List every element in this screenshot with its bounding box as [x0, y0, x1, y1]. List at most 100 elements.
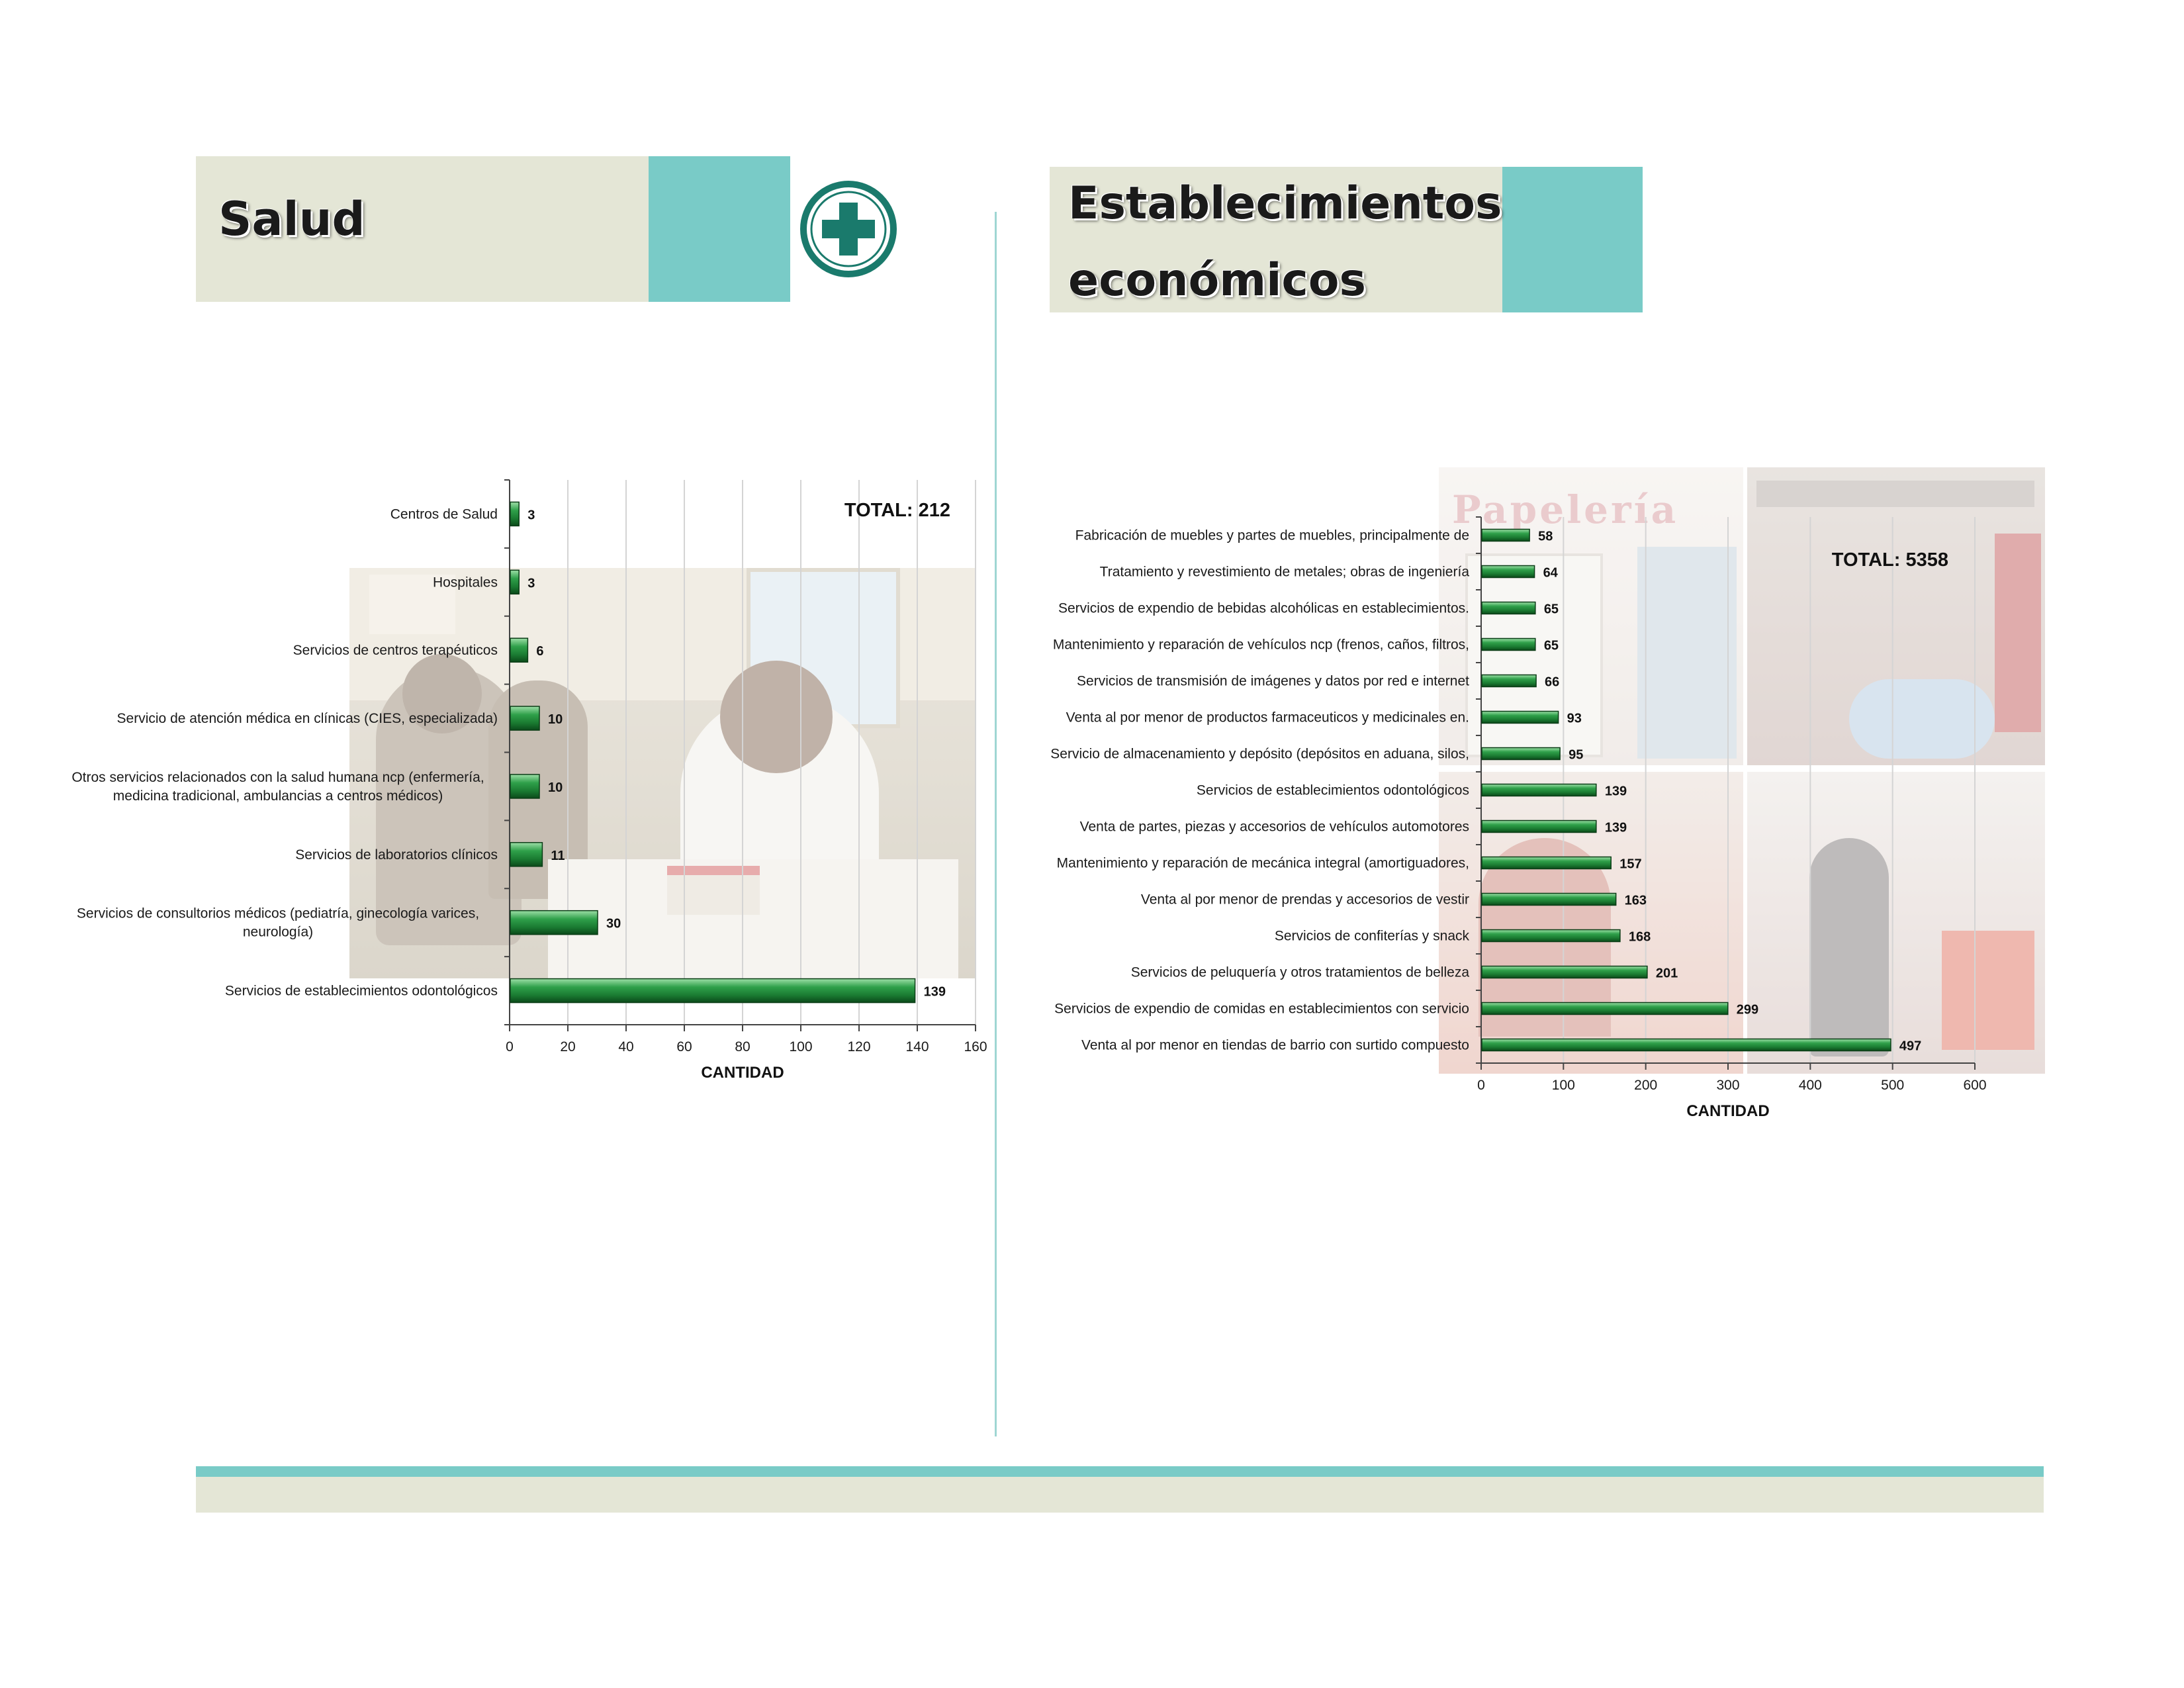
data-label: 11 [551, 849, 565, 863]
total-label: TOTAL: 212 [844, 500, 950, 521]
data-label: 497 [1899, 1039, 1921, 1054]
category-label: medicina tradicional, ambulancias a cent… [113, 788, 443, 804]
bar [510, 774, 540, 799]
bar [510, 978, 916, 1004]
salud-bar-chart: 0 20 40 60 80 100 120 140 160 3 Centros de Salud 3 H… [71, 479, 987, 1082]
category-label: Servicios de confiterías y snack [1275, 929, 1470, 944]
category-label: Servicios de establecimientos odontológi… [225, 984, 498, 999]
x-tick-label: 0 [1477, 1078, 1485, 1093]
category-label: Servicios de establecimientos odontológi… [1197, 783, 1469, 798]
bar [1481, 856, 1612, 870]
category-label: Venta al por menor de productos farmaceu… [1066, 710, 1469, 726]
data-label: 201 [1656, 966, 1678, 981]
data-label: 58 [1538, 530, 1553, 544]
category-label: Venta al por menor de prendas y accesori… [1141, 892, 1469, 908]
bar [1481, 637, 1536, 651]
x-tick-label: 100 [1552, 1078, 1575, 1093]
x-tick-label: 300 [1716, 1078, 1739, 1093]
center-divider [995, 212, 997, 1436]
bar [510, 637, 529, 663]
x-tick-label: 140 [905, 1039, 929, 1055]
data-label: 65 [1544, 602, 1559, 617]
category-label: Centros de Salud [390, 506, 498, 522]
total-label: TOTAL: 5358 [1832, 549, 1948, 571]
data-label: 3 [527, 508, 535, 522]
data-label: 95 [1569, 748, 1583, 763]
category-label: Servicios de peluquería y otros tratamie… [1131, 965, 1470, 980]
x-tick-label: 80 [735, 1039, 750, 1055]
bar [1481, 747, 1561, 761]
data-label: 93 [1567, 712, 1582, 726]
category-label: Servicios de transmisión de imágenes y d… [1077, 674, 1469, 689]
category-label: Servicios de expendio de comidas en esta… [1054, 1002, 1469, 1017]
x-tick-label: 400 [1799, 1078, 1822, 1093]
category-label: Servicios de expendio de bebidas alcohól… [1058, 601, 1469, 616]
bar [1481, 892, 1617, 906]
section-title-economicos-line1: Establecimientos [1068, 177, 1502, 230]
x-tick-label: 160 [964, 1039, 987, 1055]
x-axis-title: CANTIDAD [1686, 1102, 1769, 1120]
data-label: 64 [1543, 566, 1559, 581]
bar [1481, 783, 1597, 797]
footer-band-beige [196, 1477, 2044, 1513]
footer-band-teal [196, 1466, 2044, 1477]
category-label: Servicio de almacenamiento y depósito (d… [1050, 747, 1469, 762]
chart-background-photo-health [349, 568, 976, 978]
bar [1481, 1002, 1729, 1015]
data-label: 65 [1544, 639, 1559, 653]
data-label: 157 [1619, 857, 1641, 872]
bar [1481, 929, 1621, 943]
category-label: Servicio de atención médica en clínicas … [117, 711, 498, 726]
data-label: 66 [1545, 675, 1559, 690]
salud-header-box [196, 156, 649, 302]
x-tick-label: 200 [1634, 1078, 1657, 1093]
x-tick-label: 600 [1963, 1078, 1986, 1093]
bar [510, 501, 520, 527]
bar [510, 910, 598, 935]
category-label: Venta de partes, piezas y accesorios de … [1080, 820, 1469, 835]
data-label: 10 [548, 712, 563, 727]
bar [510, 569, 520, 595]
economicos-header-accent [1502, 167, 1643, 312]
category-label: Mantenimiento y reparación de mecánica i… [1057, 856, 1469, 871]
bar [510, 842, 543, 867]
x-tick-label: 500 [1881, 1078, 1904, 1093]
category-label: neurología) [243, 925, 313, 940]
data-label: 139 [924, 985, 946, 1000]
x-tick-label: 60 [676, 1039, 692, 1055]
data-label: 3 [527, 576, 535, 590]
bar [1481, 565, 1535, 579]
bar [1481, 710, 1559, 724]
x-tick-label: 40 [618, 1039, 633, 1055]
category-label: Tratamiento y revestimiento de metales; … [1100, 565, 1470, 580]
data-label: 6 [536, 644, 543, 659]
bar [510, 706, 540, 731]
section-title-salud: Salud [218, 192, 365, 246]
category-label: Venta al por menor en tiendas de barrio … [1081, 1038, 1469, 1053]
category-label: Otros servicios relacionados con la salu… [71, 770, 484, 785]
category-label: Servicios de consultorios médicos (pedia… [77, 906, 479, 921]
x-tick-label: 100 [789, 1039, 812, 1055]
bar [1481, 1038, 1891, 1052]
data-label: 163 [1625, 894, 1647, 908]
data-label: 139 [1605, 821, 1627, 835]
bar [1481, 820, 1597, 833]
section-title-economicos-line2: económicos [1068, 254, 1366, 306]
x-tick-label: 20 [560, 1039, 575, 1055]
category-label: Mantenimiento y reparación de vehículos … [1053, 637, 1469, 653]
medical-cross-icon [799, 180, 897, 278]
establecimientos-bar-chart: 0 100 200 300 400 500 600 58 Fabricación de mueb… [1050, 516, 1987, 1120]
category-label: Servicios de centros terapéuticos [293, 643, 498, 658]
salud-header-accent [649, 156, 790, 302]
x-tick-label: 0 [506, 1039, 514, 1055]
x-tick-label: 120 [847, 1039, 870, 1055]
bar [1481, 528, 1530, 542]
data-label: 299 [1737, 1003, 1758, 1017]
x-axis-title: CANTIDAD [701, 1064, 784, 1082]
data-label: 139 [1605, 784, 1627, 799]
data-label: 30 [606, 917, 621, 931]
economicos-header-box [1050, 167, 1502, 312]
chart-background-photo-shops: Papelería [1439, 467, 2045, 1074]
category-label: Servicios de laboratorios clínicos [295, 847, 498, 863]
